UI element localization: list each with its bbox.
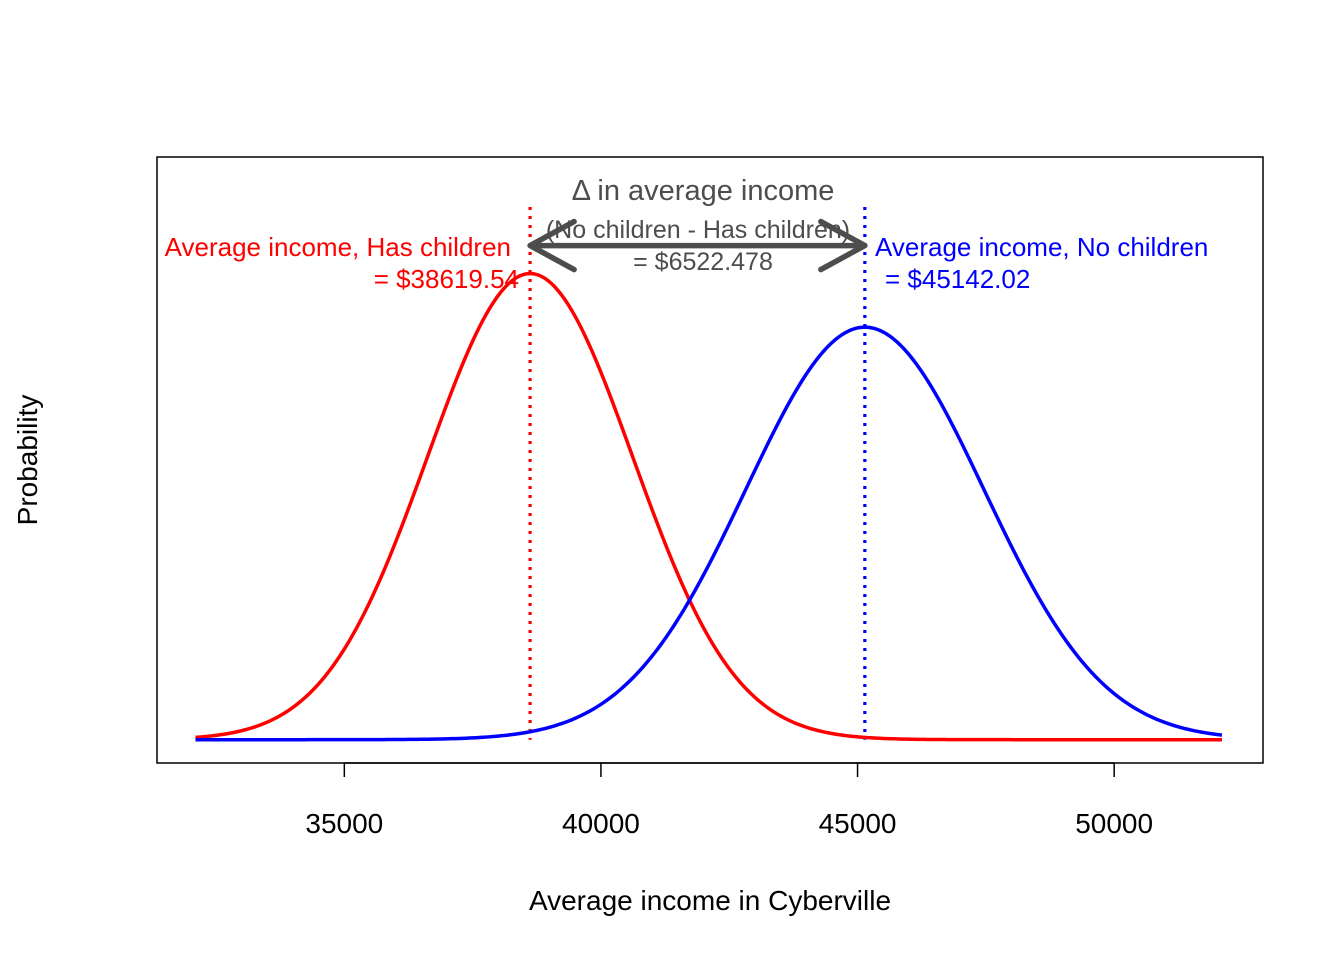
x-tick-label: 35000 xyxy=(305,808,383,839)
x-axis: 35000 40000 45000 50000 xyxy=(305,762,1153,839)
has-children-label-line2: = $38619.54 xyxy=(374,264,519,294)
x-axis-title: Average income in Cyberville xyxy=(529,885,891,916)
difference-title: Δ in average income xyxy=(572,175,835,207)
difference-arrow-head-right xyxy=(818,218,868,273)
y-axis-title: Probability xyxy=(12,395,43,526)
x-tick-label: 40000 xyxy=(562,808,640,839)
no-children-label-line2: = $45142.02 xyxy=(885,264,1030,294)
mean-reference-lines xyxy=(528,207,867,740)
x-tick-label: 50000 xyxy=(1075,808,1153,839)
x-tick-label: 45000 xyxy=(819,808,897,839)
no-children-label-line1: Average income, No children xyxy=(875,232,1208,262)
has-children-label-line1: Average income, Has children xyxy=(165,232,511,262)
no-children-curve xyxy=(195,325,1223,742)
difference-value: = $6522.478 xyxy=(633,248,773,276)
difference-subtitle: (No children - Has children) xyxy=(546,216,850,244)
difference-arrow xyxy=(527,218,868,273)
has-children-curve xyxy=(195,271,1222,742)
difference-arrow-head-left xyxy=(527,218,577,273)
density-curves xyxy=(195,271,1223,742)
